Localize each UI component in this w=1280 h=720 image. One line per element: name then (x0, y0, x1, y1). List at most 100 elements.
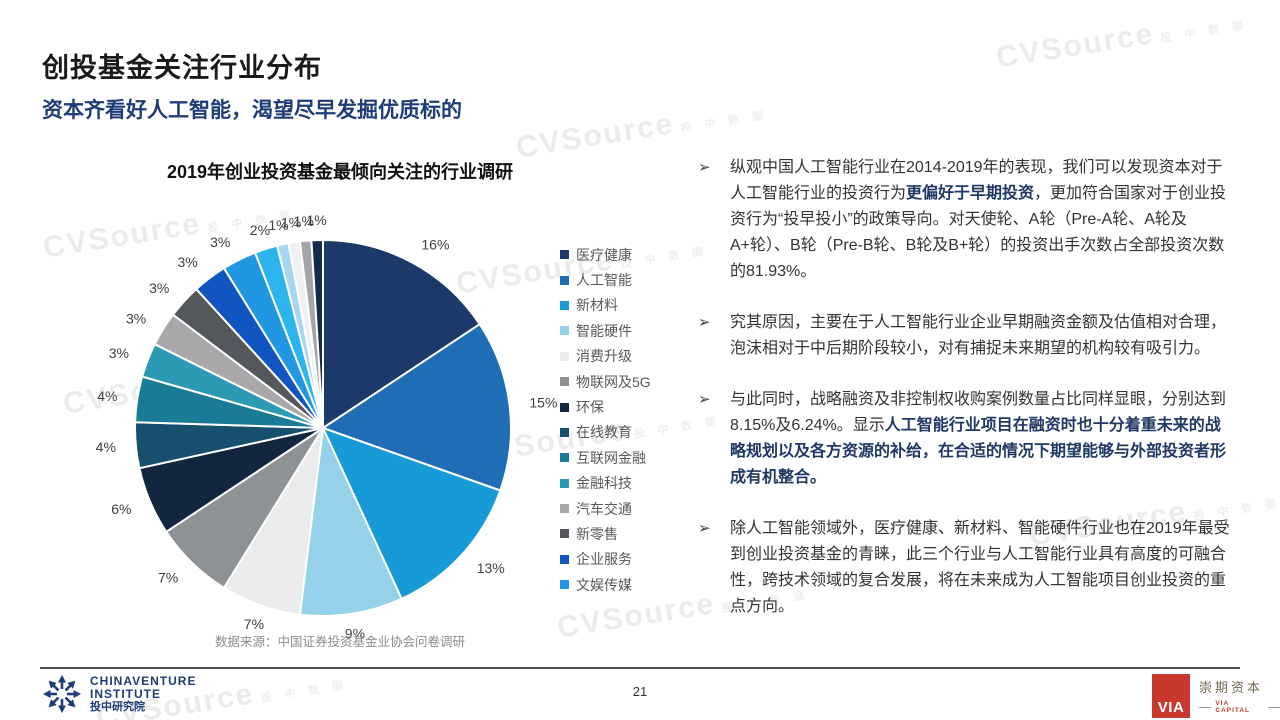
insights-list: ➢ 纵观中国人工智能行业在2014-2019年的表现，我们可以发现资本对于人工智能… (698, 155, 1252, 645)
insight-text: 究其原因，主要在于人工智能行业企业早期融资金额及估值相对合理，泡沫相对于中后期阶… (730, 314, 1227, 357)
legend-item-物联网及5G: 物联网及5G (560, 369, 651, 394)
legend-swatch (560, 300, 569, 310)
pie-slice-人工智能 (320, 322, 512, 492)
legend-item-消费升级: 消费升级 (560, 344, 651, 369)
page-number: 21 (632, 684, 648, 699)
legend-item-新零售: 新零售 (560, 521, 651, 546)
legend-swatch (560, 504, 569, 514)
pie-value-label: 3% (126, 311, 146, 327)
chinaventure-logo: CHINAVENTURE INSTITUTE 投中研究院 (42, 674, 196, 714)
insight-item-4: ➢ 除人工智能领域外，医疗健康、新材料、智能硬件行业也在2019年最受到创业投资基… (698, 516, 1252, 620)
legend-item-医疗健康: 医疗健康 (560, 242, 651, 267)
legend-item-在线教育: 在线教育 (560, 420, 651, 445)
legend-item-金融科技: 金融科技 (560, 471, 651, 496)
legend-label: 新零售 (576, 525, 618, 542)
pie-value-label: 1% (268, 217, 288, 233)
pie-value-label: 3% (210, 234, 230, 250)
bullet-arrow-icon: ➢ (698, 391, 711, 408)
legend-swatch (560, 275, 569, 285)
pie-value-label: 15% (529, 394, 557, 410)
pie-value-label: 7% (244, 616, 264, 632)
via-caption-row: VIA CAPITAL (1199, 700, 1280, 714)
pie-value-label: 4% (96, 439, 116, 455)
bullet-arrow-icon: ➢ (698, 520, 711, 537)
insight-item-1: ➢ 纵观中国人工智能行业在2014-2019年的表现，我们可以发现资本对于人工智能… (698, 155, 1252, 285)
legend-label: 企业服务 (576, 551, 632, 568)
legend-label: 消费升级 (576, 348, 632, 365)
caption-dash-right (1267, 706, 1280, 708)
legend-swatch (560, 580, 569, 590)
pie-value-label: 3% (177, 254, 197, 270)
legend-label: 汽车交通 (576, 500, 632, 517)
legend-label: 在线教育 (576, 424, 632, 441)
legend-swatch (560, 326, 569, 336)
caption-dash-left (1199, 706, 1212, 708)
via-company-name: 崇期资本 (1199, 680, 1264, 695)
footer-divider (40, 667, 1240, 669)
pie-value-label: 7% (158, 569, 178, 585)
insight-item-3: ➢ 与此同时，战略融资及非控制权收购案例数量占比同样显眼，分别达到8.15%及6.… (698, 387, 1252, 491)
legend-swatch (560, 554, 569, 564)
legend-swatch (560, 529, 569, 539)
insight-item-2: ➢ 究其原因，主要在于人工智能行业企业早期融资金额及估值相对合理，泡沫相对于中后期… (698, 310, 1252, 362)
legend-item-企业服务: 企业服务 (560, 547, 651, 572)
legend-item-互联网金融: 互联网金融 (560, 445, 651, 470)
legend-swatch (560, 351, 569, 361)
pie-value-label: 2% (250, 222, 270, 238)
bullet-arrow-icon: ➢ (698, 314, 711, 331)
pie-slice-新材料 (321, 426, 502, 601)
logo-line-3: 投中研究院 (90, 700, 145, 713)
via-caption: VIA CAPITAL (1215, 700, 1251, 714)
logo-line-1: CHINAVENTURE (90, 673, 197, 688)
chinaventure-logo-text: CHINAVENTURE INSTITUTE 投中研究院 (90, 673, 197, 714)
legend-swatch (560, 453, 569, 463)
page-title: 创投基金关注行业分布 (42, 53, 322, 83)
logo-line-2: INSTITUTE (90, 686, 161, 701)
legend-label: 物联网及5G (576, 373, 651, 390)
source-note: 数据来源：中国证券投资基金业协会问卷调研 (214, 635, 465, 649)
legend-item-新材料: 新材料 (560, 293, 651, 318)
legend-label: 人工智能 (576, 272, 632, 289)
legend-swatch (560, 250, 569, 260)
legend-swatch (560, 427, 569, 437)
legend-item-人工智能: 人工智能 (560, 267, 651, 292)
via-capital-logo: VIA 崇期资本 VIA CAPITAL (1152, 674, 1280, 718)
pie-value-label: 3% (109, 345, 129, 361)
legend-item-文娱传媒: 文娱传媒 (560, 572, 651, 597)
insight-text: 除人工智能领域外，医疗健康、新材料、智能硬件行业也在2019年最受到创业投资基金… (730, 520, 1230, 615)
pie-value-label: 9% (345, 626, 365, 642)
legend-item-环保: 环保 (560, 394, 651, 419)
pie-value-label: 4% (97, 388, 117, 404)
pie-value-label: 16% (421, 237, 449, 253)
chart-title: 2019年创业投资基金最倾向关注的行业调研 (166, 162, 514, 182)
pie-chart: 16%15%13%9%7%7%6%4%4%3%3%3%3%3%2%1%1%1%1… (96, 213, 558, 642)
insight-text: 纵观中国人工智能行业在2014-2019年的表现，我们可以发现资本对于人工智能行… (730, 159, 1227, 280)
pie-slice-医疗健康 (322, 238, 482, 430)
pie-value-label: 13% (477, 560, 505, 576)
legend-swatch (560, 402, 569, 412)
pie-value-label: 1% (306, 213, 326, 228)
legend-label: 智能硬件 (576, 322, 632, 339)
pie-value-label: 1% (281, 215, 301, 231)
page-subtitle: 资本齐看好人工智能，渴望尽早发掘优质标的 (42, 99, 462, 122)
pie-value-label: 3% (149, 280, 169, 296)
legend-label: 医疗健康 (576, 246, 632, 263)
legend-label: 环保 (576, 399, 604, 416)
bullet-arrow-icon: ➢ (698, 159, 711, 176)
legend-swatch (560, 377, 569, 387)
starburst-icon (43, 675, 81, 713)
insight-text: 与此同时，战略融资及非控制权收购案例数量占比同样显眼，分别达到8.15%及6.2… (730, 391, 1227, 486)
pie-slice-small-18 (310, 238, 324, 429)
legend-label: 文娱传媒 (576, 576, 632, 593)
via-logo-box: VIA (1152, 674, 1191, 718)
legend-swatch (560, 478, 569, 488)
pie-slice-智能硬件 (298, 424, 403, 618)
pie-value-label: 6% (111, 501, 131, 517)
legend-item-汽车交通: 汽车交通 (560, 496, 651, 521)
pie-value-label: 1% (294, 213, 314, 229)
legend-item-智能硬件: 智能硬件 (560, 318, 651, 343)
legend-label: 金融科技 (576, 475, 632, 492)
chart-legend: 医疗健康人工智能新材料智能硬件消费升级物联网及5G 环保在线教育互联网金融金融科技… (560, 242, 651, 597)
legend-label: 新材料 (576, 297, 618, 314)
